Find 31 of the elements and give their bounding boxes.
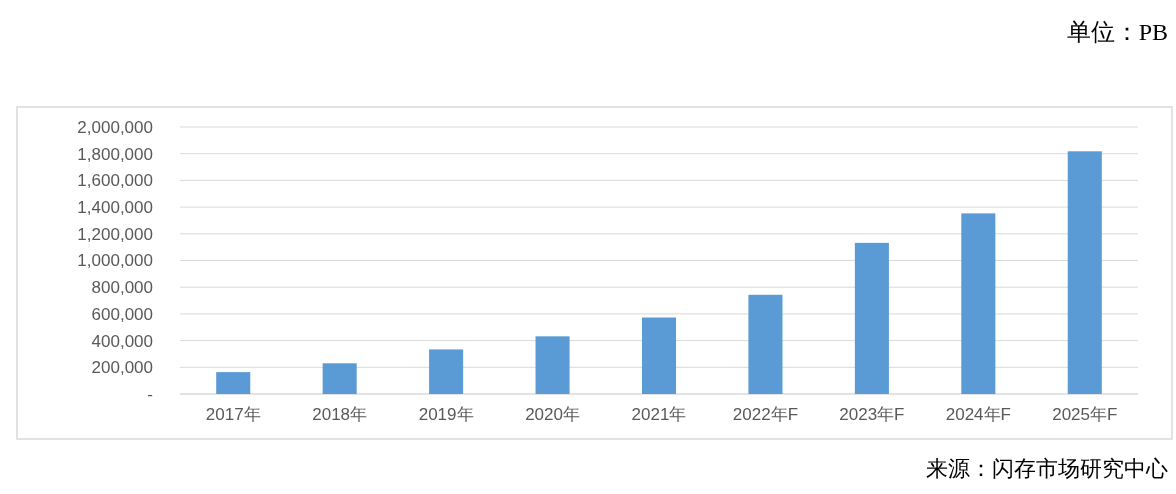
bar — [429, 349, 464, 394]
text: 单位：PB — [1066, 19, 1168, 45]
y-tick-label: 600,000 — [91, 304, 153, 324]
x-tick-label: 2024年F — [945, 405, 1011, 424]
x-tick-label: 2022年F — [732, 405, 799, 424]
y-tick-label: 200,000 — [91, 358, 153, 378]
bar — [535, 336, 570, 394]
x-tick-label: 2021年 — [631, 405, 687, 424]
x-tick-label: 2017年 — [205, 405, 261, 424]
y-tick-label: 2,000,000 — [77, 117, 153, 137]
x-tick-label: 2020年 — [525, 405, 580, 424]
bar — [961, 213, 996, 394]
bar — [748, 294, 783, 394]
x-tick-label: 2023年F — [839, 405, 905, 424]
y-tick-label: 800,000 — [91, 278, 153, 298]
y-tick-label: - — [147, 384, 153, 404]
bar — [322, 363, 357, 394]
bar — [216, 372, 251, 394]
x-tick-label: 2018年 — [312, 405, 368, 424]
bar — [854, 242, 889, 394]
y-tick-label: 1,200,000 — [77, 224, 153, 244]
x-tick-label: 2019年 — [418, 405, 474, 424]
source-note: 来源：闪存市场研究中心 — [926, 456, 1168, 481]
y-tick-label: 1,800,000 — [77, 144, 153, 164]
y-tick-label: 1,600,000 — [77, 171, 153, 191]
y-tick-label: 1,000,000 — [77, 251, 153, 271]
y-tick-label: 1,400,000 — [77, 198, 153, 218]
y-tick-label: 400,000 — [91, 331, 153, 351]
bar — [1067, 151, 1102, 394]
bar — [641, 317, 677, 394]
x-tick-label: 2025年F — [1052, 405, 1118, 424]
